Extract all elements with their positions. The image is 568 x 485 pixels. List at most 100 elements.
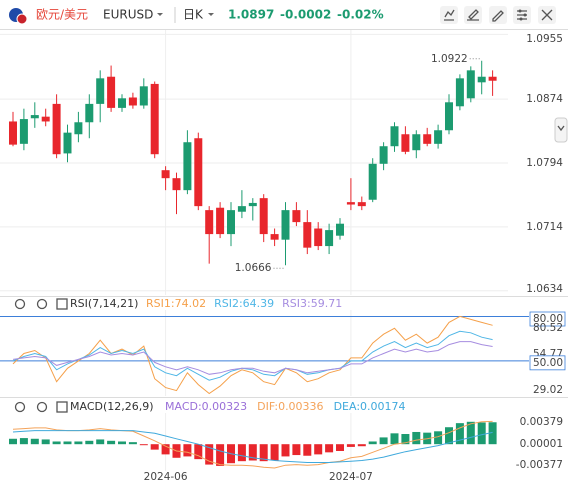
candle-body xyxy=(139,86,148,106)
candle-body xyxy=(41,116,50,122)
candle-body xyxy=(96,78,105,104)
macd-bar xyxy=(488,422,497,445)
y-tick-label: 0.00379 xyxy=(520,416,563,428)
candle-body xyxy=(248,202,257,207)
y-tick-label: 80.00 xyxy=(533,313,563,325)
macd-bar xyxy=(281,444,290,457)
macd-bar xyxy=(379,437,388,445)
macd-bar xyxy=(107,440,116,445)
indicator-title[interactable]: MACD(12,26,9) xyxy=(70,400,154,413)
candle-body xyxy=(183,142,192,191)
macd-bar xyxy=(63,441,72,445)
macd-bar xyxy=(303,444,312,456)
indicator-icon[interactable] xyxy=(56,401,68,413)
visibility-icon[interactable] xyxy=(14,298,26,310)
macd-bar xyxy=(9,438,17,445)
tick-label-box xyxy=(529,311,566,327)
settings-icon[interactable] xyxy=(36,298,48,310)
toolbar-draw[interactable] xyxy=(464,6,482,24)
candle-body xyxy=(63,132,72,154)
price-change: -0.0002 xyxy=(280,8,331,22)
macd-bar xyxy=(74,441,83,445)
macd-bar xyxy=(466,421,475,445)
macd-bar xyxy=(19,438,28,445)
candle-body xyxy=(466,70,475,99)
period-dropdown[interactable] xyxy=(208,13,214,16)
legend-entry: DEA:0.00174 xyxy=(334,400,406,413)
macd-bar xyxy=(248,444,257,461)
macd-bar xyxy=(96,439,105,445)
symbol[interactable]: EURUSD xyxy=(103,8,153,22)
candle-body xyxy=(401,134,410,152)
rsi-line xyxy=(12,330,493,381)
tick-label-box xyxy=(529,355,566,371)
macd-bar xyxy=(455,423,464,445)
candle-body xyxy=(368,163,377,200)
y-tick-label: 80.52 xyxy=(533,322,563,334)
last-price: 1.0897 xyxy=(228,8,274,22)
pair-name[interactable]: 欧元/美元 xyxy=(36,8,88,22)
candle-body xyxy=(74,122,83,135)
y-tick-label: 1.0794 xyxy=(526,157,563,169)
macd-bar xyxy=(205,444,214,465)
macd-bar xyxy=(30,438,39,445)
candle-body xyxy=(445,102,453,131)
visibility-icon[interactable] xyxy=(14,401,26,413)
y-tick-label: 0.00001 xyxy=(520,438,563,450)
rsi-line xyxy=(12,315,493,395)
candle-body xyxy=(194,138,203,207)
settings-icon[interactable] xyxy=(36,401,48,413)
side-toggle[interactable] xyxy=(554,117,568,143)
min-price-label: 1.0666 xyxy=(235,262,272,274)
candle-body xyxy=(314,228,323,247)
legend-entry: RSI3:59.71 xyxy=(282,297,342,310)
y-tick-label: 1.0714 xyxy=(526,221,563,233)
y-tick-label: 1.0874 xyxy=(526,93,563,105)
period[interactable]: 日K xyxy=(183,8,204,22)
toolbar-settings[interactable] xyxy=(513,6,531,24)
x-tick-label: 2024-06 xyxy=(144,471,188,483)
macd-bar xyxy=(270,444,279,461)
legend-entry: RSI1:74.02 xyxy=(146,297,206,310)
macd-bar xyxy=(118,441,126,445)
candle-body xyxy=(390,126,399,147)
candle-body xyxy=(455,78,464,107)
candle-body xyxy=(118,98,126,108)
macd-bar xyxy=(216,444,225,466)
candle-body xyxy=(379,146,388,164)
toolbar-fullscreen[interactable] xyxy=(538,6,556,24)
indicator-title[interactable]: RSI(7,14,21) xyxy=(70,297,138,310)
max-price-label: 1.0922 xyxy=(431,53,468,65)
candle-body xyxy=(237,206,246,212)
macd-bar xyxy=(292,444,301,456)
legend-entry: RSI2:64.39 xyxy=(214,297,274,310)
macd-bar xyxy=(85,440,94,445)
candle-body xyxy=(412,134,421,151)
symbol-dropdown[interactable] xyxy=(157,13,163,16)
rsi-line xyxy=(12,341,493,375)
toolbar-edit[interactable] xyxy=(489,6,507,24)
legend-entry: DIF:0.00336 xyxy=(257,400,323,413)
macd-bar xyxy=(325,444,334,453)
macd-bar xyxy=(477,422,486,445)
macd-bar xyxy=(368,441,377,445)
candle-body xyxy=(161,170,170,179)
macd-bar xyxy=(161,444,170,455)
macd-bar xyxy=(237,444,246,462)
indicator-icon[interactable] xyxy=(56,298,68,310)
candle-body xyxy=(423,134,432,144)
candle-body xyxy=(128,97,137,106)
flag-us xyxy=(16,13,28,25)
legend-entry: MACD:0.00323 xyxy=(165,400,247,413)
candle-body xyxy=(270,234,279,240)
macd-bar xyxy=(139,444,148,446)
candle-body xyxy=(357,202,366,207)
candle-body xyxy=(281,210,290,240)
pane-macd: 0.00379 0.00001 -0.00377 MACD:0.00323 DIF:0.… xyxy=(9,400,563,471)
toolbar-indicator[interactable] xyxy=(440,6,458,24)
candle-body xyxy=(346,202,355,205)
candle-body xyxy=(107,76,116,108)
candle-body xyxy=(292,210,301,223)
candle-body xyxy=(434,130,443,144)
